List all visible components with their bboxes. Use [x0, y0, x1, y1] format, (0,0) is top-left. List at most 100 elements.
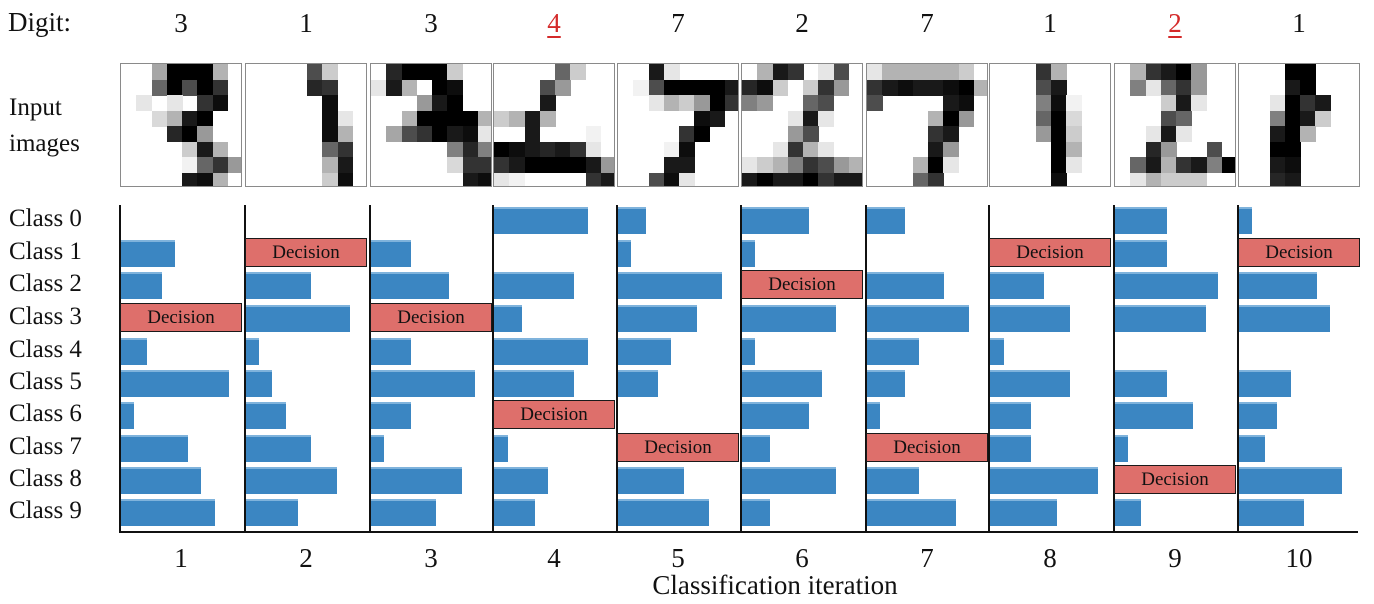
image-pixel — [787, 172, 804, 186]
image-pixel — [1160, 126, 1177, 143]
image-pixel — [709, 110, 726, 127]
image-pixel — [585, 157, 602, 174]
image-pixel — [227, 157, 241, 174]
bar-iter5-class4 — [618, 338, 671, 365]
input-image-3 — [370, 63, 492, 187]
image-pixel — [1160, 141, 1177, 158]
image-pixel — [694, 110, 711, 127]
image-pixel — [833, 64, 850, 81]
image-pixel — [1145, 172, 1162, 186]
input-image-8 — [989, 63, 1111, 187]
image-pixel — [212, 157, 229, 174]
bar-iter4-class7 — [494, 435, 509, 462]
image-pixel — [757, 79, 774, 96]
image-pixel — [943, 79, 960, 96]
image-pixel — [772, 141, 789, 158]
digit-row-label: Digit: — [8, 7, 72, 37]
image-pixel — [772, 157, 789, 174]
image-pixel — [1300, 79, 1316, 96]
bar-iter5-class9 — [618, 499, 710, 526]
bar-iter2-class6 — [246, 402, 286, 429]
image-pixel — [337, 110, 354, 127]
image-pixel — [912, 64, 929, 81]
image-pixel — [1191, 172, 1208, 186]
x-tick-3: 3 — [424, 543, 438, 573]
image-pixel — [322, 95, 339, 112]
image-pixel — [462, 141, 479, 158]
image-pixel — [1284, 157, 1301, 174]
bar-iter7-class6 — [867, 402, 881, 429]
image-pixel — [943, 126, 960, 143]
image-pixel — [386, 79, 403, 96]
image-pixel — [494, 110, 510, 127]
image-pixel — [494, 157, 510, 174]
image-pixel — [555, 157, 571, 174]
image-pixel — [182, 157, 198, 174]
image-pixel — [943, 95, 960, 112]
image-pixel — [182, 126, 198, 143]
bar-iter10-class5 — [1239, 370, 1291, 397]
image-pixel — [524, 141, 541, 158]
image-pixel — [447, 110, 464, 127]
image-pixel — [477, 141, 491, 158]
image-pixel — [928, 110, 944, 127]
column-separator-6 — [740, 205, 742, 533]
image-pixel — [787, 126, 804, 143]
x-tick-7: 7 — [920, 543, 934, 573]
image-pixel — [1176, 126, 1192, 143]
image-pixel — [212, 95, 229, 112]
bar-iter10-class6 — [1239, 402, 1278, 429]
image-pixel — [757, 157, 774, 174]
image-pixel — [1066, 126, 1083, 143]
image-pixel — [928, 157, 944, 174]
input-image-5 — [617, 63, 739, 187]
bar-iter10-class3 — [1239, 305, 1331, 332]
x-tick-1: 1 — [174, 543, 188, 573]
bar-iter9-class2 — [1115, 272, 1219, 299]
bar-iter4-class0 — [494, 207, 588, 234]
image-pixel — [742, 172, 758, 186]
image-pixel — [1130, 79, 1147, 96]
bar-iter1-class4 — [121, 338, 148, 365]
image-pixel — [555, 64, 571, 81]
image-pixel — [1160, 79, 1177, 96]
bar-iter3-class5 — [371, 370, 476, 397]
image-pixel — [1051, 79, 1067, 96]
image-pixel — [867, 79, 883, 96]
image-pixel — [1284, 110, 1301, 127]
class-label-2: Class 2 — [9, 270, 82, 297]
bar-iter1-class2 — [121, 272, 162, 299]
image-pixel — [818, 172, 835, 186]
image-pixel — [570, 141, 587, 158]
image-pixel — [494, 172, 510, 186]
bar-iter8-class2 — [990, 272, 1044, 299]
image-pixel — [585, 126, 602, 143]
bar-iter3-class4 — [371, 338, 411, 365]
image-pixel — [322, 64, 339, 81]
image-pixel — [648, 95, 665, 112]
image-pixel — [197, 141, 214, 158]
bar-iter7-class8 — [867, 467, 919, 494]
image-pixel — [322, 79, 339, 96]
image-pixel — [447, 126, 464, 143]
bar-iter1-class7 — [121, 435, 189, 462]
image-pixel — [337, 141, 354, 158]
image-pixel — [555, 79, 571, 96]
image-pixel — [182, 64, 198, 81]
image-pixel — [416, 95, 433, 112]
image-pixel — [1269, 110, 1286, 127]
bar-iter4-class5 — [494, 370, 575, 397]
image-pixel — [803, 79, 819, 96]
bar-iter1-class9 — [121, 499, 215, 526]
image-pixel — [1176, 172, 1192, 186]
image-pixel — [633, 79, 650, 96]
bar-iter2-class8 — [246, 467, 338, 494]
image-pixel — [848, 157, 862, 174]
image-pixel — [570, 157, 587, 174]
bar-iter7-class4 — [867, 338, 919, 365]
image-pixel — [897, 79, 914, 96]
image-pixel — [197, 110, 214, 127]
image-pixel — [432, 64, 448, 81]
bar-iter9-class5 — [1115, 370, 1167, 397]
image-pixel — [648, 64, 665, 81]
